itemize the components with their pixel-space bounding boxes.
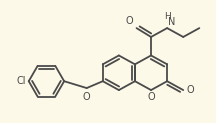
Text: H: H xyxy=(164,12,170,21)
Text: O: O xyxy=(186,85,194,95)
Text: O: O xyxy=(147,92,155,102)
Text: O: O xyxy=(83,92,91,102)
Text: N: N xyxy=(168,17,175,27)
Text: Cl: Cl xyxy=(17,76,26,86)
Text: O: O xyxy=(126,16,133,26)
